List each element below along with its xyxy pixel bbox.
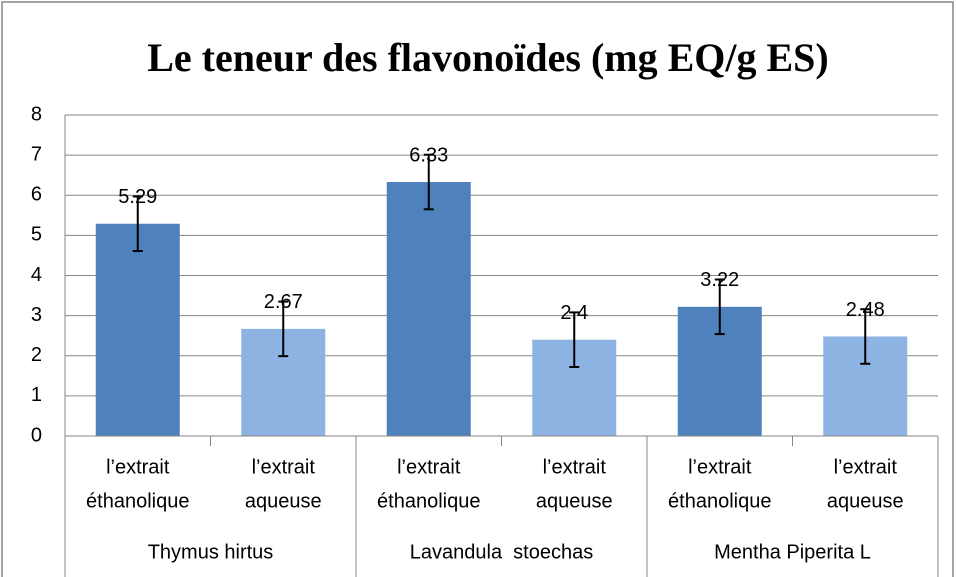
data-label: 2.67 (264, 291, 303, 313)
x-tick-label: l’extrait (252, 456, 316, 478)
x-tick-label: aqueuse (827, 490, 904, 512)
group-label: Mentha Piperita L (714, 541, 871, 563)
y-tick-label: 8 (31, 103, 42, 125)
data-label: 3.22 (700, 269, 739, 291)
data-label: 5.29 (118, 186, 157, 208)
data-label: 2.48 (846, 299, 885, 321)
error-bar (714, 278, 725, 336)
x-tick-label: l’extrait (397, 456, 461, 478)
y-tick-label: 3 (31, 304, 42, 326)
y-tick-label: 5 (31, 224, 42, 246)
y-tick-label: 6 (31, 184, 42, 206)
x-tick-label: éthanolique (377, 490, 480, 512)
x-tick-label: l’extrait (834, 456, 898, 478)
y-tick-label: 7 (31, 143, 42, 165)
x-tick-label: l’extrait (543, 456, 607, 478)
x-tick-label: éthanolique (668, 490, 771, 512)
x-tick-label: l’extrait (688, 456, 752, 478)
x-tick-label: aqueuse (536, 490, 613, 512)
error-bar (569, 311, 580, 368)
group-label: Lavandula stoechas (410, 541, 593, 563)
data-label: 2.4 (560, 302, 588, 324)
error-bar (860, 308, 871, 365)
error-bar (132, 195, 143, 253)
bar (386, 182, 471, 436)
x-tick-label: aqueuse (245, 490, 322, 512)
chart-title: Le teneur des flavonoïdes (mg EQ/g ES) (147, 35, 829, 80)
y-tick-label: 2 (31, 344, 42, 366)
error-bar (423, 153, 434, 211)
y-tick-label: 4 (31, 264, 42, 286)
bar (95, 223, 180, 436)
x-tick-label: éthanolique (86, 490, 189, 512)
y-tick-label: 1 (31, 384, 42, 406)
error-bar (278, 300, 289, 358)
y-tick-label: 0 (31, 424, 42, 446)
data-label: 6.33 (409, 144, 448, 166)
group-label: Thymus hirtus (148, 541, 274, 563)
x-tick-label: l’extrait (106, 456, 170, 478)
